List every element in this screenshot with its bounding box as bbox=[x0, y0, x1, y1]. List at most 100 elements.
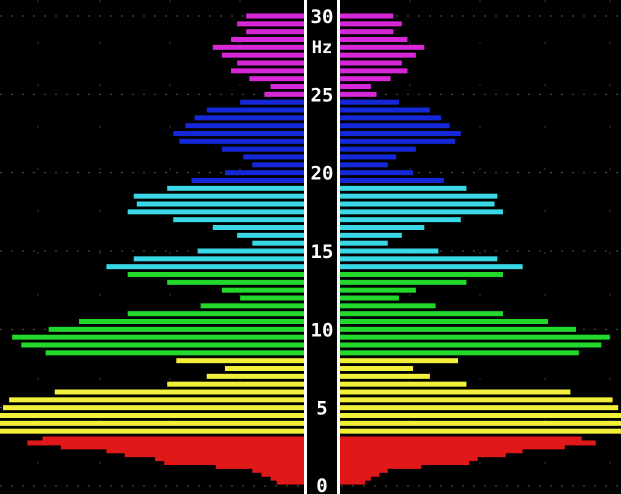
bar-right-s2-b5 bbox=[340, 311, 503, 317]
bar-right-s1-b8 bbox=[340, 366, 414, 371]
bar-left-s3-b3 bbox=[252, 240, 304, 246]
bar-right-s3-b0 bbox=[340, 264, 523, 270]
bar-left-s2-b10 bbox=[127, 272, 305, 277]
bar-right-s1-b3 bbox=[340, 405, 619, 411]
bar-left-s2-b1 bbox=[21, 342, 305, 348]
bar-right-s0-b5 bbox=[340, 460, 470, 465]
bar-left-s5-b1 bbox=[270, 84, 304, 89]
bar-right-s0-b0 bbox=[340, 479, 366, 485]
bar-left-s4-b0 bbox=[191, 178, 304, 183]
tick-labels: 0 5 10 15 20 25 30 bbox=[311, 6, 334, 494]
bar-left-s0-b9 bbox=[60, 444, 304, 450]
bar-left-s2-b4 bbox=[79, 319, 304, 324]
bar-left-s0-b3 bbox=[252, 467, 304, 473]
bar-right-s5-b9 bbox=[340, 21, 402, 27]
bar-left-s4-b2 bbox=[252, 162, 304, 168]
bar-left-s5-b0 bbox=[264, 91, 304, 97]
bar-right-s3-b8 bbox=[340, 201, 495, 207]
bar-right-s0-b7 bbox=[340, 452, 506, 458]
y-tick-label-2: 10 bbox=[311, 319, 334, 341]
bar-right-s0-b4 bbox=[340, 463, 422, 469]
bar-left-s5-b10 bbox=[246, 13, 304, 19]
bar-left-s5-b7 bbox=[231, 37, 304, 42]
bar-right-s3-b9 bbox=[340, 193, 498, 199]
bar-right-s2-b3 bbox=[340, 326, 577, 332]
bar-right-s5-b8 bbox=[340, 29, 394, 35]
bar-left-s3-b0 bbox=[106, 264, 305, 270]
bar-right-s4-b0 bbox=[340, 178, 444, 183]
bar-left-s3-b6 bbox=[173, 217, 304, 223]
bar-right-s0-b8 bbox=[340, 448, 523, 454]
bar-left-s0-b11 bbox=[42, 436, 305, 442]
bar-right-s1-b2 bbox=[340, 413, 621, 418]
bar-left-s2-b9 bbox=[167, 279, 304, 285]
bar-right-s0-b6 bbox=[340, 456, 478, 462]
bar-right-s5-b1 bbox=[340, 84, 371, 89]
bar-left-s1-b8 bbox=[224, 366, 304, 371]
y-tick-label-0: 0 bbox=[316, 475, 327, 494]
axis-line-right bbox=[337, 0, 340, 494]
bar-right-s0-b1 bbox=[340, 475, 371, 481]
bar-right-s2-b0 bbox=[340, 350, 579, 356]
bar-left-s4-b9 bbox=[206, 107, 304, 113]
bar-right-s3-b6 bbox=[340, 217, 461, 223]
bar-right-s4-b2 bbox=[340, 162, 388, 168]
bar-right-s5-b5 bbox=[340, 52, 416, 58]
bar-left-s3-b7 bbox=[127, 209, 305, 215]
axis-line-left bbox=[304, 0, 307, 494]
bar-left-s1-b6 bbox=[167, 381, 304, 387]
bar-left-s0-b2 bbox=[261, 471, 304, 477]
bar-left-s4-b8 bbox=[194, 115, 304, 121]
bar-left-s3-b2 bbox=[197, 248, 304, 254]
bar-left-s5-b2 bbox=[249, 76, 304, 82]
bar-left-s3-b8 bbox=[136, 201, 304, 207]
bar-left-s4-b4 bbox=[221, 146, 304, 152]
bar-left-s4-b6 bbox=[173, 131, 304, 136]
y-axis-unit-label: Hz bbox=[312, 38, 332, 58]
bar-right-s4-b8 bbox=[340, 115, 442, 121]
bar-left-s0-b8 bbox=[106, 448, 305, 454]
bar-right-s3-b1 bbox=[340, 256, 498, 262]
y-tick-label-3: 15 bbox=[311, 241, 334, 263]
bar-left-s2-b0 bbox=[45, 350, 304, 356]
bar-left-s0-b0 bbox=[276, 479, 304, 485]
bar-right-s5-b10 bbox=[340, 13, 394, 19]
bars-left bbox=[0, 13, 305, 485]
bar-right-s5-b6 bbox=[340, 44, 425, 50]
axis-layer bbox=[304, 0, 340, 494]
bar-left-s5-b3 bbox=[231, 68, 304, 74]
bar-right-s3-b10 bbox=[340, 185, 467, 191]
bar-right-s5-b4 bbox=[340, 60, 402, 66]
bar-right-s3-b7 bbox=[340, 209, 503, 215]
bar-right-s2-b10 bbox=[340, 272, 503, 277]
bar-right-s0-b10 bbox=[340, 440, 596, 446]
bar-left-s5-b8 bbox=[246, 29, 304, 35]
bar-left-s1-b4 bbox=[9, 397, 305, 403]
bar-right-s4-b3 bbox=[340, 154, 397, 160]
bar-left-s3-b9 bbox=[133, 193, 304, 199]
bar-left-s2-b5 bbox=[127, 311, 305, 317]
bar-right-s1-b0 bbox=[340, 428, 621, 434]
bar-right-s4-b9 bbox=[340, 107, 430, 113]
bar-left-s2-b6 bbox=[200, 303, 304, 309]
bar-right-s2-b9 bbox=[340, 279, 467, 285]
bar-right-s3-b2 bbox=[340, 248, 439, 254]
bar-right-s0-b9 bbox=[340, 444, 565, 450]
bar-right-s2-b4 bbox=[340, 319, 548, 324]
bar-right-s1-b7 bbox=[340, 373, 430, 379]
bar-right-s5-b3 bbox=[340, 68, 408, 74]
bar-left-s3-b1 bbox=[133, 256, 304, 262]
bar-right-s4-b1 bbox=[340, 170, 414, 176]
bar-right-s0-b3 bbox=[340, 467, 388, 473]
bar-right-s4-b5 bbox=[340, 138, 456, 144]
bar-left-s3-b5 bbox=[212, 225, 304, 230]
y-tick-label-6: 30 bbox=[311, 6, 334, 28]
bar-left-s2-b7 bbox=[240, 295, 304, 301]
bar-right-s4-b7 bbox=[340, 123, 450, 129]
bar-left-s3-b10 bbox=[167, 185, 304, 191]
bar-left-s2-b8 bbox=[221, 287, 304, 293]
bar-right-s2-b1 bbox=[340, 342, 602, 348]
bar-left-s0-b4 bbox=[215, 463, 304, 469]
bar-left-s1-b0 bbox=[0, 428, 304, 434]
y-tick-label-4: 20 bbox=[311, 163, 334, 185]
